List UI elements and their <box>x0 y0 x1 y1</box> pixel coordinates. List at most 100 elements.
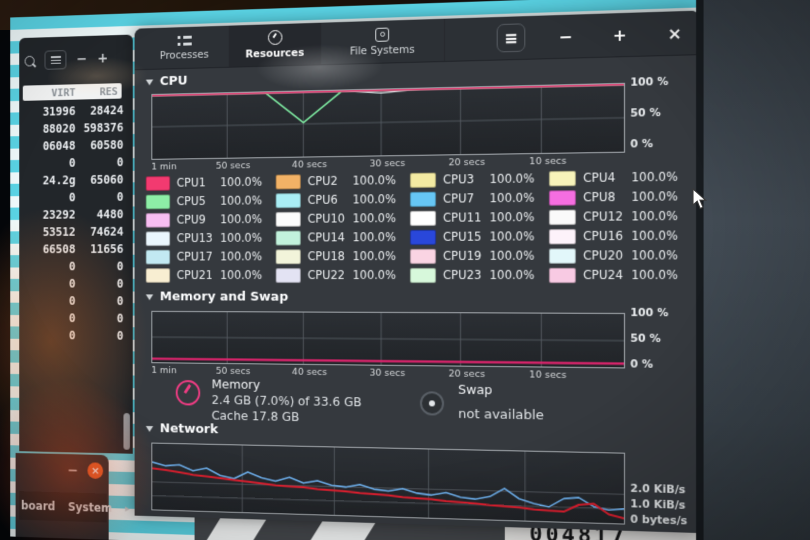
network-graph <box>151 442 626 525</box>
res-column-header[interactable]: RES <box>99 84 118 98</box>
right-terminal-window <box>703 0 810 540</box>
cpu-legend-label: CPU1 <box>176 175 206 190</box>
memory-section-header[interactable]: Memory and Swap <box>145 289 289 305</box>
cpu-legend-item: CPU5 100.0% <box>145 192 276 210</box>
network-y-tick-label: 2.0 KiB/s <box>630 482 686 497</box>
cpu-legend-item: CPU20 100.0% <box>548 247 693 264</box>
cpu-legend-label: CPU11 <box>443 210 482 226</box>
cpu-legend-label: CPU21 <box>176 268 213 283</box>
process-table-header[interactable]: VIRT RES <box>22 83 122 101</box>
maximize-button[interactable]: + <box>97 50 109 67</box>
cpu-legend-value: 100.0% <box>220 231 263 246</box>
network-y-tick-label: 1.0 KiB/s <box>630 498 686 512</box>
tab-processes[interactable]: Processes <box>140 25 230 70</box>
cpu-legend-item: CPU15 100.0% <box>409 228 549 245</box>
terminal-line <box>23 75 131 78</box>
cpu-color-swatch <box>548 228 576 245</box>
virt-cell: 0 <box>68 311 76 325</box>
menu-item-board[interactable]: board <box>21 498 56 514</box>
scrollbar[interactable] <box>123 413 130 450</box>
menu-item-system[interactable]: System <box>68 500 113 515</box>
process-table-row: 31996 28424 <box>23 101 131 121</box>
terminal-output: VIRT RES 31996 28424 88020 598376 06048 … <box>22 75 131 344</box>
res-cell: 0 <box>116 259 124 274</box>
tab-resources[interactable]: Resources <box>229 22 322 67</box>
cpu-legend-value: 100.0% <box>352 192 396 207</box>
chevron-down-icon <box>145 78 154 85</box>
cpu-legend-item: CPU21 100.0% <box>145 267 276 283</box>
process-table-row: 0 0 <box>23 188 131 206</box>
cpu-legend-value: 100.0% <box>220 249 263 264</box>
cpu-section-header[interactable]: CPU <box>145 74 188 90</box>
cpu-legend-label: CPU23 <box>443 268 482 283</box>
minimize-button[interactable]: − <box>76 51 88 68</box>
res-cell: 65060 <box>90 172 124 187</box>
cpu-color-swatch <box>275 174 301 190</box>
cpu-legend-value: 100.0% <box>489 229 535 244</box>
section-title: Memory and Swap <box>159 289 289 305</box>
res-cell: 0 <box>116 329 124 343</box>
res-cell: 11656 <box>90 242 124 256</box>
system-monitor-window: Processes Resources File Systems ≡ − + <box>134 10 700 534</box>
tab-file-systems[interactable]: File Systems <box>321 18 446 65</box>
cpu-color-swatch <box>275 192 301 208</box>
res-cell: 0 <box>116 155 124 170</box>
cpu-legend-value: 100.0% <box>489 190 535 206</box>
swap-gauge-icon <box>419 391 445 416</box>
cpu-legend-label: CPU9 <box>176 212 206 227</box>
memory-x-tick-label: 10 secs <box>529 369 567 382</box>
cpu-legend-label: CPU2 <box>307 174 338 189</box>
virt-cell: 0 <box>68 277 76 291</box>
chevron-right-icon[interactable]: ▸ <box>125 503 130 515</box>
mouse-cursor <box>692 187 708 215</box>
cpu-legend-value: 100.0% <box>352 268 396 283</box>
menu-button[interactable] <box>44 50 67 70</box>
swap-info: Swap not available <box>419 380 544 424</box>
minimize-button[interactable]: − <box>67 462 79 478</box>
resources-icon <box>267 29 282 46</box>
cpu-legend: CPU1 100.0% CPU2 100.0% CPU3 100.0% CPU4… <box>145 168 693 283</box>
window-controls: ≡ − + × <box>496 18 689 53</box>
cpu-legend-label: CPU10 <box>307 211 345 226</box>
virt-cell: 66508 <box>42 242 76 256</box>
cpu-color-swatch <box>145 231 171 246</box>
cpu-x-tick-label: 10 secs <box>529 155 567 168</box>
virt-cell: 0 <box>68 156 76 170</box>
terminal-line <box>23 75 131 78</box>
chevron-down-icon <box>145 425 154 432</box>
close-button[interactable]: × <box>87 462 104 480</box>
cpu-color-swatch <box>145 212 171 228</box>
cpu-color-swatch <box>409 267 436 283</box>
minimize-button[interactable]: − <box>558 26 573 47</box>
cpu-legend-value: 100.0% <box>220 268 263 283</box>
memory-y-tick-label: 50 % <box>630 332 661 346</box>
cpu-legend-label: CPU6 <box>307 192 338 208</box>
process-table-row: 88020 598376 <box>23 119 131 138</box>
virt-cell: 0 <box>68 190 76 205</box>
cpu-legend-value: 100.0% <box>220 212 263 227</box>
cpu-legend-item: CPU1 100.0% <box>145 174 276 192</box>
virt-column-header[interactable]: VIRT <box>51 85 76 99</box>
cpu-legend-item: CPU11 100.0% <box>409 209 549 227</box>
cpu-legend-item: CPU8 100.0% <box>548 188 693 206</box>
close-button[interactable]: × <box>667 23 682 44</box>
cpu-color-swatch <box>548 267 576 283</box>
network-section-header[interactable]: Network <box>145 421 218 437</box>
search-icon[interactable] <box>24 55 35 67</box>
cpu-y-tick-label: 100 % <box>630 75 669 89</box>
terminal-line <box>23 75 131 78</box>
cpu-color-swatch <box>409 229 436 245</box>
cpu-legend-item: CPU2 100.0% <box>275 172 410 190</box>
memory-x-tick-label: 30 secs <box>369 367 406 379</box>
cpu-legend-label: CPU20 <box>583 248 623 263</box>
res-cell: 0 <box>116 294 124 308</box>
cpu-legend-item: CPU19 100.0% <box>409 247 549 264</box>
window-gap <box>696 0 704 540</box>
menu-button[interactable]: ≡ <box>496 23 526 53</box>
cpu-legend-label: CPU22 <box>307 268 345 283</box>
res-cell: 598376 <box>83 120 124 135</box>
res-cell: 0 <box>116 190 124 204</box>
cpu-legend-value: 100.0% <box>631 228 678 244</box>
maximize-button[interactable]: + <box>612 24 627 45</box>
cpu-legend-label: CPU3 <box>443 172 475 187</box>
